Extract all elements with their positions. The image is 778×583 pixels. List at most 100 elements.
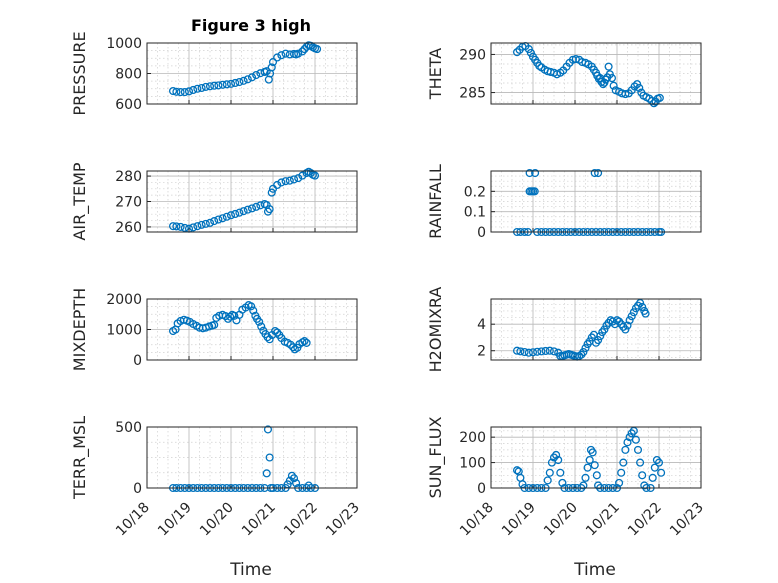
- data-point: [247, 73, 257, 82]
- data-point: [218, 214, 227, 223]
- y-tick-label: 0: [477, 225, 486, 241]
- data-point: [600, 325, 609, 334]
- data-point: [543, 476, 552, 485]
- data-point: [607, 74, 617, 83]
- data-point: [294, 174, 303, 183]
- data-point: [609, 81, 618, 90]
- data-point: [239, 76, 248, 85]
- data-point: [552, 450, 561, 460]
- axes-box: [490, 42, 702, 105]
- data-point: [226, 211, 236, 220]
- subplot-sun_flux: 0 100 200 10/18 10/19 10/20 10/21 10/22 10/23 SUN…: [426, 417, 707, 540]
- x-axis-label-left: Time: [229, 560, 272, 580]
- data-point: [265, 453, 274, 462]
- data-point: [625, 316, 634, 325]
- data-point: [298, 47, 307, 56]
- data-point: [262, 469, 271, 478]
- data-point: [298, 171, 307, 180]
- data-point: [273, 180, 282, 190]
- subplot-rainfall: 0 0.1 0.2 RAINFALL: [426, 164, 702, 241]
- subplot-theta: 285 290 THETA: [426, 41, 702, 108]
- data-point: [226, 312, 235, 321]
- data-point: [197, 83, 206, 93]
- subplot-terr_msl: 0 500 10/18 10/19 10/20 10/21 10/22 10/23 TERR_M…: [70, 416, 363, 539]
- data-point: [520, 347, 529, 357]
- data-point: [654, 458, 664, 467]
- data-point: [172, 87, 181, 96]
- data-point: [585, 455, 594, 465]
- y-tick-label: 0: [133, 481, 142, 497]
- data-point: [249, 306, 258, 315]
- data-point: [210, 320, 219, 329]
- data-point: [300, 337, 309, 346]
- data-point: [285, 176, 294, 185]
- data-point: [623, 438, 632, 447]
- data-point: [168, 86, 178, 96]
- data-point: [172, 222, 181, 231]
- data-point: [571, 54, 580, 64]
- y-tick-label: 290: [459, 47, 486, 63]
- axes-box: [146, 170, 358, 233]
- data-point: [512, 466, 522, 475]
- data-point: [214, 215, 223, 224]
- data-point: [588, 448, 597, 457]
- axes-box: [146, 42, 358, 105]
- series-mixdepth: [168, 301, 311, 354]
- subplot-h2omixra: 2 4 H2OMIXRA: [426, 287, 702, 373]
- data-point: [277, 178, 286, 187]
- data-point: [210, 81, 219, 90]
- subplot-air_temp: 260 270 280 AIR_TEMP: [70, 162, 358, 241]
- data-point: [281, 49, 290, 58]
- data-point: [243, 75, 252, 84]
- data-point: [247, 302, 256, 311]
- data-point: [252, 70, 261, 80]
- data-point: [197, 220, 206, 229]
- data-point: [273, 53, 282, 62]
- data-point: [273, 328, 282, 337]
- data-point: [581, 473, 590, 482]
- data-point: [636, 298, 645, 308]
- data-point: [306, 41, 315, 50]
- data-point: [265, 205, 274, 214]
- data-point: [235, 77, 244, 87]
- x-tick-label: 10/23: [667, 500, 707, 540]
- y-tick-label: 280: [115, 169, 142, 185]
- data-point: [201, 82, 210, 91]
- y-tick-label: 1000: [106, 36, 142, 52]
- data-point: [265, 335, 274, 344]
- x-tick-label: 10/20: [541, 500, 581, 540]
- subplot-pressure: 600 800 1000 PRESSURE: [70, 31, 358, 116]
- data-point: [596, 332, 605, 341]
- data-point: [292, 479, 301, 488]
- data-point: [627, 429, 636, 438]
- data-point: [541, 346, 550, 356]
- y-tick-label: 500: [115, 420, 142, 436]
- data-point: [627, 312, 636, 321]
- data-point: [592, 471, 601, 480]
- data-point: [277, 51, 286, 60]
- data-point: [247, 204, 257, 213]
- x-tick-label: 10/21: [583, 500, 623, 540]
- data-point: [310, 171, 320, 180]
- data-point: [313, 45, 322, 54]
- data-point: [579, 347, 588, 357]
- data-point: [255, 317, 264, 326]
- data-point: [189, 85, 198, 95]
- data-point: [252, 202, 261, 211]
- y-tick-label: 200: [459, 430, 486, 446]
- y-axis-label: H2OMIXRA: [426, 287, 445, 373]
- data-point: [193, 84, 202, 93]
- data-point: [193, 222, 202, 231]
- y-axis-label: PRESSURE: [70, 31, 89, 115]
- axes-box: [490, 426, 702, 489]
- data-point: [635, 83, 644, 93]
- axes-box: [490, 298, 702, 361]
- data-point: [263, 333, 272, 342]
- series-pressure: [168, 41, 322, 97]
- data-point: [590, 168, 599, 178]
- data-point: [554, 455, 563, 465]
- data-point: [289, 474, 299, 483]
- data-point: [214, 81, 223, 90]
- data-point: [599, 80, 608, 89]
